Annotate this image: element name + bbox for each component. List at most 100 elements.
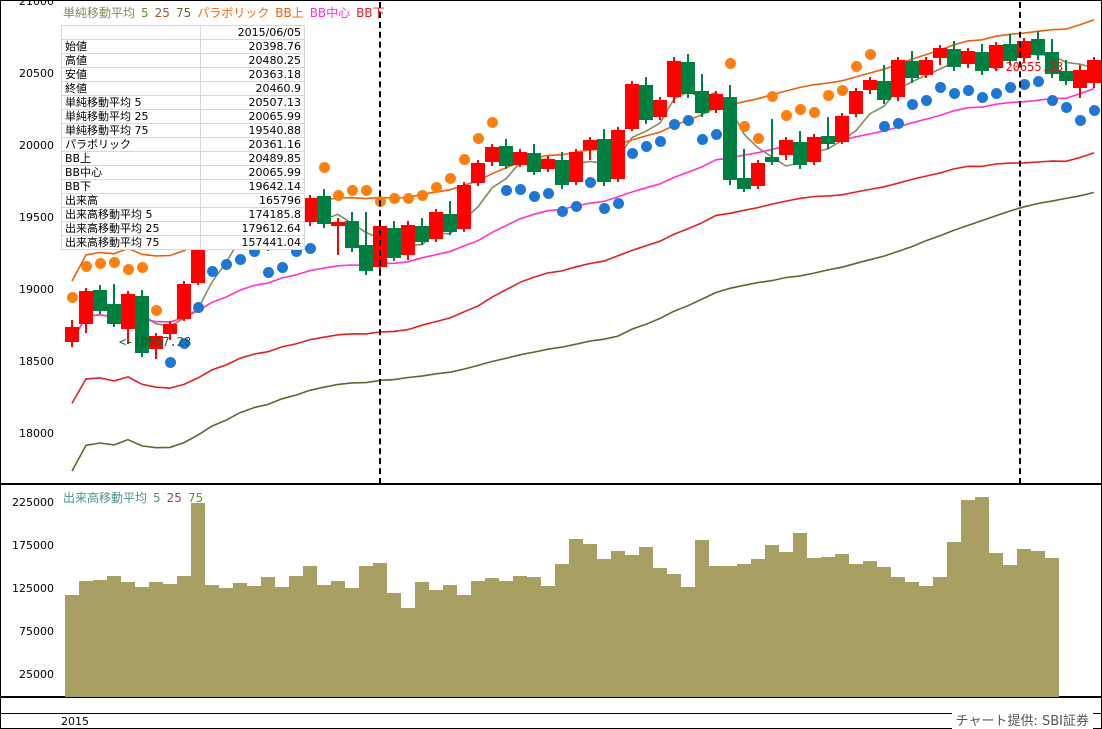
candle-body: [429, 212, 443, 240]
candle-body: [331, 222, 345, 227]
sar-dot-bearish: [836, 85, 848, 97]
volume-bar: [65, 595, 79, 697]
volume-bar: [457, 594, 471, 697]
info-row-label-14: 出来高移動平均 75: [61, 235, 201, 250]
sar-dot-bullish: [990, 87, 1002, 99]
candle-wick: [743, 148, 745, 192]
candle-body: [107, 304, 121, 325]
sar-dot-bullish: [920, 94, 932, 106]
candle-body: [625, 84, 639, 129]
candle-body: [65, 327, 79, 342]
volume-bar: [877, 566, 891, 697]
price-plot-area[interactable]: <-20655.33 <-18557.28: [58, 2, 1102, 484]
price-y-tick-2: 20000: [19, 138, 54, 152]
volume-y-tick-1: 175000: [12, 539, 54, 553]
volume-bar: [443, 585, 457, 697]
candle-body: [149, 335, 163, 349]
sar-dot-bullish: [164, 356, 176, 368]
sar-dot-bullish: [206, 265, 218, 277]
info-row-value-8: 20489.85: [200, 151, 305, 166]
info-row-value-12: 174185.8: [200, 207, 305, 222]
info-row-label-2: 安値: [61, 67, 201, 82]
price-y-axis: 21000 20500 20000 19500 19000 18500 18000: [1, 0, 57, 483]
volume-bar: [989, 553, 1003, 697]
price-y-tick-1: 20500: [19, 66, 54, 80]
sar-dot-bullish: [598, 202, 610, 214]
candle-body: [905, 60, 919, 79]
volume-bar: [303, 566, 317, 697]
candle-body: [569, 151, 583, 182]
sar-dot-bullish: [1046, 94, 1058, 106]
sar-dot-bearish: [416, 190, 428, 202]
volume-bar: [191, 503, 205, 697]
candle-body: [457, 184, 471, 230]
volume-bar: [667, 573, 681, 697]
sar-dot-bearish: [864, 49, 876, 61]
sar-dot-bullish: [514, 183, 526, 195]
sar-dot-bearish: [318, 161, 330, 173]
volume-bar: [541, 585, 555, 697]
sar-dot-bullish: [556, 205, 568, 217]
info-row-label-7: パラボリック: [61, 137, 201, 152]
volume-bar: [919, 585, 933, 697]
sar-dot-bearish: [780, 109, 792, 121]
candle-body: [835, 115, 849, 142]
volume-bar: [947, 541, 961, 697]
candle-wick: [337, 217, 339, 256]
price-y-tick-4: 19000: [19, 282, 54, 296]
info-row-value-14: 157441.04: [200, 235, 305, 250]
volume-bar: [975, 497, 989, 697]
sar-dot-bullish: [668, 119, 680, 131]
sar-dot-bearish: [94, 257, 106, 269]
sar-dot-bullish: [948, 87, 960, 99]
candle-body: [737, 177, 751, 190]
info-row-value-6: 19540.88: [200, 123, 305, 138]
volume-plot-area[interactable]: [58, 486, 1102, 697]
sar-dot-bullish: [1018, 78, 1030, 90]
volume-legend: 出来高移動平均 5 25 75: [63, 489, 209, 506]
info-row-value-2: 20363.18: [200, 67, 305, 82]
candle-body: [177, 284, 191, 319]
candle-body: [723, 96, 737, 181]
volume-bar: [611, 551, 625, 697]
sar-dot-bearish: [150, 305, 162, 317]
candle-body: [1087, 59, 1101, 83]
candle-body: [541, 158, 555, 169]
sar-dot-bullish: [584, 176, 596, 188]
volume-bar: [345, 587, 359, 697]
date-axis-divider: [1, 713, 1101, 714]
volume-bar: [233, 583, 247, 697]
candle-body: [1073, 69, 1087, 89]
info-row-value-3: 20460.9: [200, 81, 305, 96]
candle-body: [695, 91, 709, 113]
info-row-label-4: 単純移動平均 5: [61, 95, 201, 110]
sar-dot-bullish: [290, 245, 302, 257]
price-legend-item-7: BB下: [356, 6, 385, 20]
candle-body: [933, 48, 947, 59]
info-table-row: 安値 20363.18: [61, 67, 305, 82]
sar-dot-bearish: [472, 132, 484, 144]
candle-body: [583, 140, 597, 151]
month-divider-0: [379, 2, 381, 484]
candle-body: [359, 245, 373, 272]
sar-dot-bullish: [1004, 81, 1016, 93]
volume-bar: [317, 585, 331, 697]
volume-bar: [933, 577, 947, 697]
price-legend: 単純移動平均 5 25 75 パラボリック BB上 BB中心 BB下: [63, 4, 391, 21]
candle-body: [975, 52, 989, 72]
candle-body: [317, 196, 331, 224]
candle-body: [163, 324, 177, 335]
sar-dot-bullish: [906, 99, 918, 111]
candle-body: [667, 60, 681, 97]
info-row-label-6: 単純移動平均 75: [61, 123, 201, 138]
sar-dot-bullish: [248, 245, 260, 257]
price-y-tick-3: 19500: [19, 210, 54, 224]
sar-dot-bullish: [710, 129, 722, 141]
volume-bar: [527, 577, 541, 697]
info-row-label-1: 高値: [61, 53, 201, 68]
sar-dot-bullish: [612, 198, 624, 210]
candle-body: [639, 85, 653, 120]
candle-body: [191, 248, 205, 283]
sar-dot-bearish: [458, 154, 470, 166]
candle-body: [1045, 52, 1059, 74]
